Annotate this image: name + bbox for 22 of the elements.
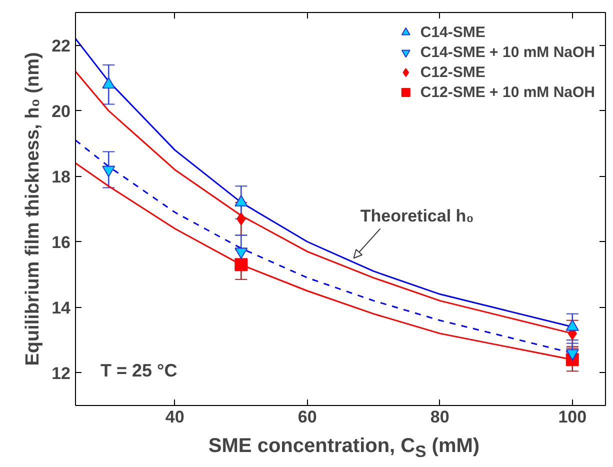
annotation: T = 25 °C (100, 360, 178, 380)
point (234, 195, 248, 206)
y-tick-label: 18 (52, 167, 71, 186)
legend-label: C14-SME (420, 24, 486, 40)
y-tick-label: 22 (52, 36, 71, 56)
y-tick-label: 14 (52, 298, 72, 318)
x-axis-title: SME concentration, C$_{S}$ (mM) (208, 434, 480, 463)
point (234, 258, 248, 272)
point (102, 77, 116, 89)
x-tick-label: 40 (165, 408, 184, 426)
y-axis-title: Equilibrium film thickness, h₀ (nm) (22, 52, 44, 366)
x-tick-label: 80 (430, 408, 450, 426)
annotation: Theoretical h₀ (360, 206, 474, 226)
legend-label: C12-SME + 10 mM NaOH (420, 84, 595, 100)
legend-label: C14-SME + 10 mM NaOH (420, 44, 595, 60)
y-tick-label: 20 (52, 102, 71, 121)
x-tick-label: 100 (558, 408, 587, 426)
point (236, 212, 246, 226)
legend-label: C12-SME (420, 64, 486, 80)
y-tick-label: 16 (52, 232, 71, 252)
y-tick-label: 12 (52, 364, 71, 383)
x-tick-label: 60 (298, 408, 317, 426)
